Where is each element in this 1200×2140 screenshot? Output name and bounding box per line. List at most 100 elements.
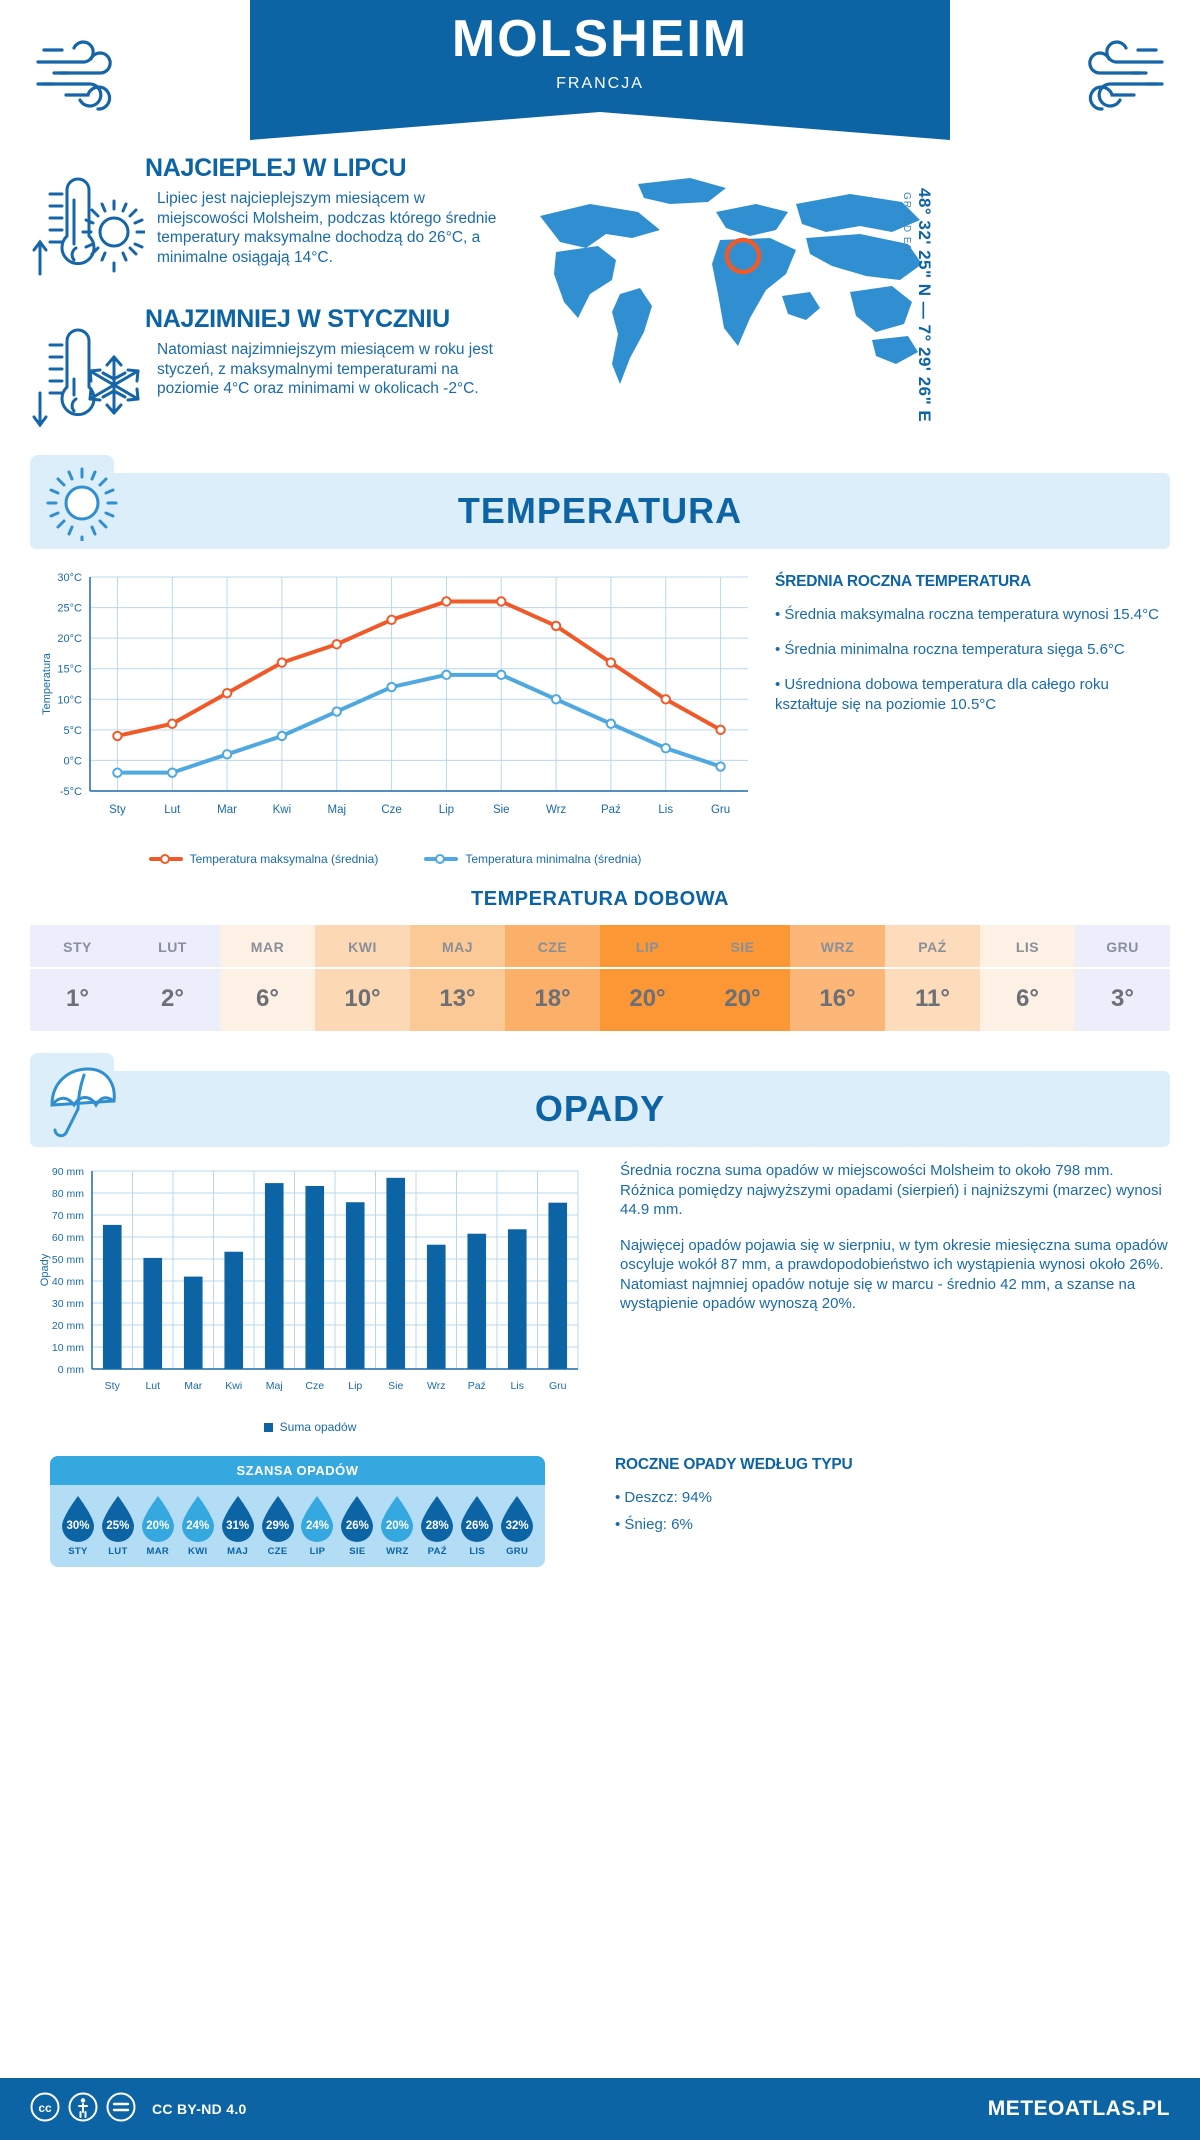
svg-text:Gru: Gru bbox=[711, 804, 730, 816]
temp-table-divider bbox=[1075, 967, 1170, 969]
svg-text:20°C: 20°C bbox=[57, 633, 82, 645]
coldest-title: NAJZIMNIEJ W STYCZNIU bbox=[145, 305, 450, 333]
thermometer-up-icon bbox=[32, 177, 96, 276]
precip-chance-value: 24% bbox=[186, 1520, 210, 1532]
svg-text:40 mm: 40 mm bbox=[52, 1276, 84, 1288]
annual-temp-bullet: • Uśredniona dobowa temperatura dla całe… bbox=[775, 676, 1109, 713]
legend-label-precip: Suma opadów bbox=[279, 1420, 357, 1434]
temp-table-value: 16° bbox=[819, 985, 856, 1012]
precip-chance-value: 26% bbox=[465, 1520, 489, 1532]
water-drop-icon: 20% bbox=[140, 1495, 176, 1543]
svg-text:Wrz: Wrz bbox=[427, 1380, 445, 1392]
temp-table-month: PAŹ bbox=[918, 939, 947, 955]
precip-chance-month: CZE bbox=[267, 1546, 288, 1557]
summary-section: NAJCIEPLEJ W LIPCU Lipiec jest najcieple… bbox=[0, 140, 1200, 457]
temp-table-divider bbox=[980, 967, 1075, 969]
page-title: MOLSHEIM bbox=[451, 10, 749, 68]
temp-table-month: LUT bbox=[158, 939, 187, 955]
svg-text:0 mm: 0 mm bbox=[58, 1364, 85, 1376]
warm-body: NAJCIEPLEJ W LIPCU Lipiec jest najcieple… bbox=[145, 150, 500, 291]
precip-chance-value: 26% bbox=[345, 1520, 369, 1532]
world-map-shapes bbox=[540, 178, 922, 384]
water-drop-icon: 32% bbox=[499, 1495, 535, 1543]
temperature-section-title: TEMPERATURA bbox=[457, 490, 743, 531]
temp-table-column: KWI 10° bbox=[315, 925, 410, 1031]
temperature-line-chart: -5°C 0°C 5°C 10°C 15°C 20°C 25°C 30°C Sty Lut Mar K… bbox=[41, 572, 748, 816]
svg-text:cc: cc bbox=[38, 2101, 52, 2115]
temp-table-divider bbox=[125, 967, 220, 969]
chance-panel-title: SZANSA OPADÓW bbox=[50, 1456, 545, 1485]
temp-table-divider bbox=[695, 967, 790, 969]
svg-text:70 mm: 70 mm bbox=[52, 1210, 84, 1222]
brand-label: METEOATLAS.PL bbox=[987, 2097, 1170, 2120]
summary-text-column: NAJCIEPLEJ W LIPCU Lipiec jest najcieple… bbox=[30, 150, 500, 457]
temp-table-month: GRU bbox=[1106, 939, 1139, 955]
precip-chance-value: 24% bbox=[305, 1520, 329, 1532]
precip-chance-month: LIS bbox=[469, 1546, 486, 1557]
svg-text:Paź: Paź bbox=[468, 1380, 486, 1392]
water-drop-icon: 29% bbox=[260, 1495, 296, 1543]
by-icon bbox=[68, 2092, 98, 2127]
svg-text:25°C: 25°C bbox=[57, 603, 82, 615]
legend-item-precip: Suma opadów bbox=[263, 1420, 357, 1434]
legend-swatch-min bbox=[424, 854, 459, 864]
chance-and-types-row: SZANSA OPADÓW 30% STY 25% LUT 20% MAR 24% KWI 31… bbox=[0, 1434, 1200, 1567]
precip-chance-value: 31% bbox=[226, 1520, 250, 1532]
svg-text:Kwi: Kwi bbox=[273, 804, 292, 816]
coldest-month-block: NAJZIMNIEJ W STYCZNIU Natomiast najzimni… bbox=[30, 301, 500, 447]
sun-icon bbox=[81, 199, 147, 273]
precip-chance-cell: 20% WRZ bbox=[377, 1495, 417, 1557]
temperature-chart-row: -5°C 0°C 5°C 10°C 15°C 20°C 25°C 30°C Sty Lut Mar K… bbox=[0, 549, 1200, 866]
svg-text:Lip: Lip bbox=[439, 804, 454, 816]
temperature-banner: TEMPERATURA bbox=[30, 455, 1170, 549]
precip-chance-cell: 20% MAR bbox=[138, 1495, 178, 1557]
warmest-title: NAJCIEPLEJ W LIPCU bbox=[145, 154, 407, 182]
temp-table-column: WRZ 16° bbox=[790, 925, 885, 1031]
legend-item-max: Temperatura maksymalna (średnia) bbox=[148, 852, 379, 866]
precipitation-types-panel: ROCZNE OPADY WEDŁUG TYPU • Deszcz: 94% •… bbox=[575, 1434, 1200, 1567]
region-label: GRAND EST bbox=[901, 192, 912, 260]
temp-table-column: LIP 20° bbox=[600, 925, 695, 1031]
legend-item-min: Temperatura minimalna (średnia) bbox=[424, 852, 641, 866]
precipitation-types-title: ROCZNE OPADY WEDŁUG TYPU bbox=[615, 1456, 853, 1473]
temp-table-value: 18° bbox=[534, 985, 571, 1012]
city-banner: MOLSHEIM FRANCJA bbox=[250, 0, 950, 140]
svg-text:Gru: Gru bbox=[549, 1380, 567, 1392]
temp-table-divider bbox=[790, 967, 885, 969]
precipitation-banner: OPADY bbox=[30, 1053, 1170, 1147]
chance-panel-body: 30% STY 25% LUT 20% MAR 24% KWI 31% MAJ 29% CZE 24% L… bbox=[50, 1485, 545, 1567]
precip-chance-month: LUT bbox=[108, 1546, 128, 1557]
svg-text:Sty: Sty bbox=[109, 804, 126, 816]
precip-chance-cell: 28% PAŹ bbox=[417, 1495, 457, 1557]
svg-text:Maj: Maj bbox=[266, 1380, 283, 1392]
precip-chance-month: MAR bbox=[146, 1546, 170, 1557]
svg-text:0°C: 0°C bbox=[64, 755, 83, 767]
temp-table-value: 3° bbox=[1111, 985, 1134, 1012]
svg-text:Mar: Mar bbox=[217, 804, 237, 816]
warmest-month-block: NAJCIEPLEJ W LIPCU Lipiec jest najcieple… bbox=[30, 150, 500, 291]
temp-table-value: 20° bbox=[724, 985, 761, 1012]
svg-text:60 mm: 60 mm bbox=[52, 1232, 84, 1244]
water-drop-icon: 26% bbox=[339, 1495, 375, 1543]
precipitation-bar-chart: 0 mm 10 mm 20 mm 30 mm 40 mm 50 mm 60 mm 70 mm 8… bbox=[39, 1166, 579, 1392]
temp-table-divider bbox=[220, 967, 315, 969]
svg-text:Sie: Sie bbox=[388, 1380, 403, 1392]
water-drop-icon: 30% bbox=[60, 1495, 96, 1543]
precip-chance-value: 32% bbox=[505, 1520, 529, 1532]
sun-icon bbox=[44, 463, 120, 547]
temp-table-column: LIS 6° bbox=[980, 925, 1075, 1031]
temp-table-divider bbox=[505, 967, 600, 969]
svg-text:-5°C: -5°C bbox=[60, 786, 82, 798]
precip-chance-value: 20% bbox=[385, 1520, 409, 1532]
umbrella-icon bbox=[44, 1061, 120, 1146]
temp-table-value: 20° bbox=[629, 985, 666, 1012]
temp-table-column: SIE 20° bbox=[695, 925, 790, 1031]
svg-text:Lis: Lis bbox=[658, 804, 673, 816]
precip-chance-month: MAJ bbox=[227, 1546, 249, 1557]
svg-text:80 mm: 80 mm bbox=[52, 1188, 84, 1200]
thermometer-down-icon bbox=[32, 328, 96, 428]
legend-label-max: Temperatura maksymalna (średnia) bbox=[189, 852, 379, 866]
temp-table-month: WRZ bbox=[820, 939, 855, 955]
svg-text:Lut: Lut bbox=[145, 1380, 160, 1392]
